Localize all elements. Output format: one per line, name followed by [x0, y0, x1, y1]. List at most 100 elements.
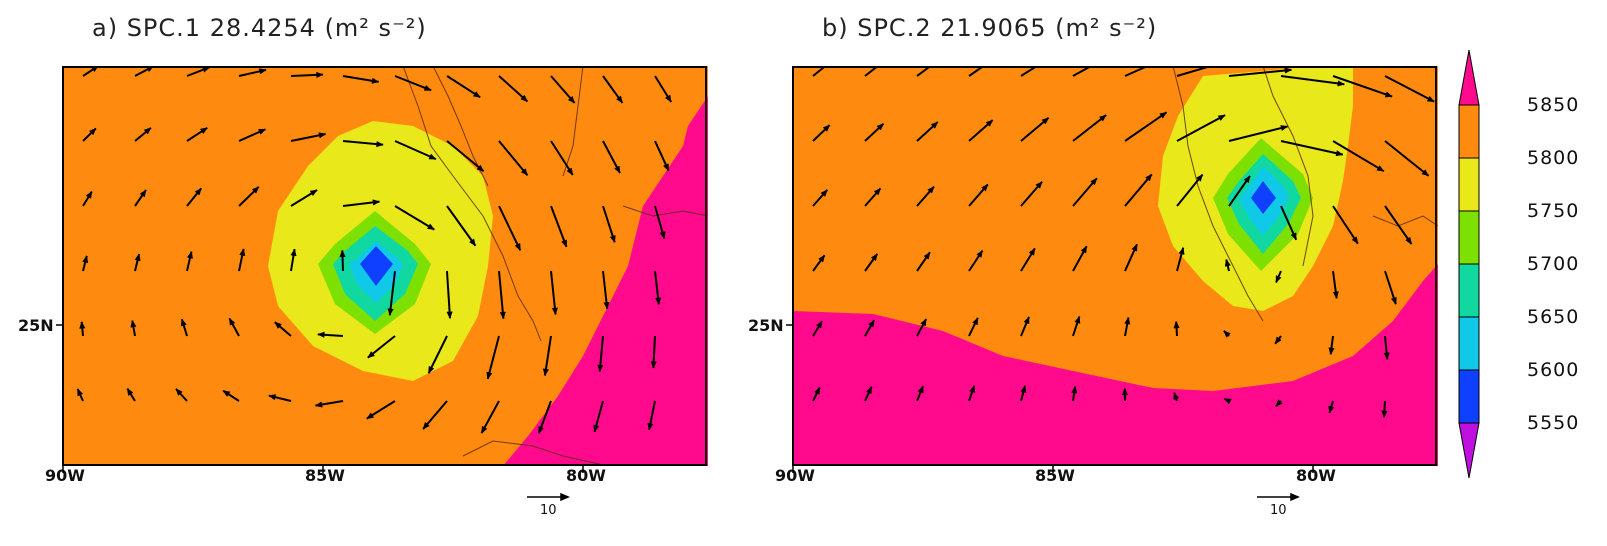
- wind-vector: [1332, 140, 1385, 173]
- wind-vector: [498, 205, 522, 251]
- wind-vector-head: [814, 386, 821, 395]
- wind-vector-head: [542, 368, 550, 377]
- wind-vector-head: [318, 132, 327, 139]
- panel-b-title: b) SPC.2 21.9065 (m² s⁻²): [822, 14, 1158, 42]
- coastline-a3: [562, 66, 584, 177]
- wind-vector-head: [1405, 236, 1412, 245]
- wind-vector: [1124, 173, 1153, 207]
- wind-vector-head: [499, 311, 506, 320]
- wind-vector-head: [423, 84, 432, 91]
- wind-vector-head: [268, 394, 277, 401]
- wind-vector-head: [818, 254, 825, 263]
- wind-vector-head: [1028, 247, 1036, 256]
- field-above-5850: [793, 264, 1438, 466]
- wind-vector-head: [175, 388, 183, 396]
- wind-vector-head: [616, 95, 623, 104]
- wind-vector-head: [314, 401, 323, 408]
- wind-vector-head: [561, 239, 567, 248]
- wind-vector-head: [662, 163, 669, 172]
- wind-vector: [388, 270, 396, 316]
- wind-vector: [446, 140, 485, 173]
- wind-vector-head: [614, 165, 621, 174]
- wind-vector-head: [520, 94, 528, 102]
- wind-vector-head: [428, 153, 437, 160]
- wind-vector-head: [1223, 330, 1231, 338]
- panel-a-title: a) SPC.1 28.4254 (m² s⁻²): [92, 14, 427, 42]
- wind-vector-head: [1274, 336, 1282, 345]
- colorbar-label-5750: 5750: [1527, 200, 1580, 222]
- colorbar-top-triangle: [1458, 50, 1480, 106]
- coastline-a5: [462, 440, 609, 466]
- panel-a-xtick-80w: 80W: [566, 466, 606, 485]
- wind-vector-head: [222, 390, 231, 397]
- wind-vector-head: [1384, 91, 1393, 98]
- wind-vector-head: [472, 91, 481, 98]
- wind-vector-head: [1243, 175, 1251, 184]
- wind-vector-head: [309, 189, 318, 197]
- panel-b-xtick-80w: 80W: [1296, 466, 1336, 485]
- wind-vector-head: [77, 388, 84, 397]
- wind-vector-head: [873, 187, 881, 196]
- wind-vector-head: [376, 141, 384, 148]
- wind-vector-head: [1023, 316, 1030, 325]
- wind-vector-head: [664, 94, 672, 103]
- wind-vector-head: [258, 68, 267, 75]
- wind-vector-head: [865, 386, 872, 395]
- wind-vector-head: [1275, 275, 1282, 284]
- wind-vector-head: [1071, 385, 1078, 394]
- wind-vector: [498, 270, 505, 319]
- wind-vector-head: [1376, 165, 1385, 172]
- wind-vector-head: [1351, 236, 1359, 245]
- wind-vector-head: [822, 124, 831, 132]
- wind-vector-head: [1035, 181, 1043, 189]
- wind-vector-head: [422, 421, 430, 430]
- colorbar-label-5650: 5650: [1527, 306, 1580, 328]
- wind-vector-head: [815, 320, 823, 329]
- wind-vector-head: [1224, 258, 1231, 267]
- colorbar-label-5850: 5850: [1527, 94, 1580, 116]
- wind-vector-head: [186, 250, 193, 259]
- wind-vector-head: [1390, 296, 1397, 305]
- wind-vector: [1280, 140, 1344, 156]
- wind-vector-head: [1074, 315, 1081, 324]
- field-above-5850: [503, 96, 708, 466]
- wind-vector-head: [927, 186, 935, 194]
- wind-vector: [550, 205, 568, 248]
- wind-vector-head: [79, 321, 86, 329]
- wind-vector-head: [1223, 398, 1232, 405]
- wind-vector-head: [143, 127, 152, 135]
- wind-vector-head: [972, 317, 979, 326]
- wind-vector-head: [1290, 232, 1297, 241]
- wind-vector-head: [1335, 150, 1344, 157]
- wind-vector-head: [597, 364, 604, 373]
- reference-vector-a: [527, 492, 570, 502]
- reference-vector-b: [1257, 492, 1300, 502]
- wind-vector: [550, 270, 557, 315]
- wind-vector-head: [1173, 391, 1180, 400]
- wind-vector-head: [486, 371, 493, 380]
- wind-vector-head: [339, 249, 346, 258]
- wind-vector-head: [194, 187, 202, 196]
- wind-vector-head: [820, 189, 828, 197]
- wind-vector-head: [566, 167, 574, 176]
- wind-vector: [1072, 66, 1094, 77]
- wind-vector-head: [1121, 387, 1129, 396]
- wind-vector-head: [920, 318, 927, 327]
- wind-vector: [1124, 111, 1168, 142]
- wind-vector-head: [520, 168, 528, 176]
- colorbar: [1458, 50, 1480, 479]
- reference-vector-b-label: 10: [1270, 503, 1287, 518]
- wind-vector: [486, 335, 500, 380]
- wind-vector-head: [446, 311, 453, 319]
- wind-vector-head: [876, 123, 884, 131]
- wind-vector-head: [603, 301, 610, 310]
- wind-vector: [1384, 75, 1435, 103]
- wind-vector-head: [199, 127, 208, 135]
- panel-b-ytick-25n: 25N: [748, 316, 784, 335]
- colorbar-5700-5750: [1458, 210, 1480, 265]
- wind-vector-head: [251, 186, 260, 194]
- field-5550-5600: [1251, 181, 1276, 214]
- wind-vector: [1124, 66, 1151, 77]
- panel-a-xtick-85w: 85W: [305, 466, 345, 485]
- wind-vector-head: [985, 119, 994, 127]
